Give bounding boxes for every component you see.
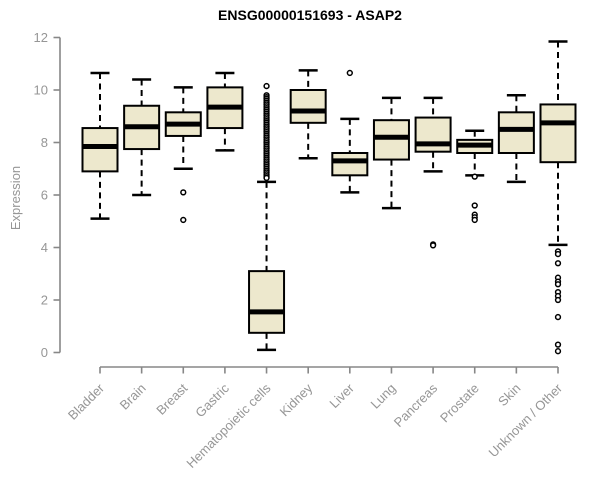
box-breast-outlier [180, 216, 187, 224]
box-kidney-iqr [289, 89, 327, 124]
y-tick-label: 0 [41, 345, 48, 360]
x-category-label-liver: Liver [326, 380, 357, 411]
chart-title: ENSG00000151693 - ASAP2 [218, 7, 402, 23]
x-category-label-skin: Skin [495, 381, 523, 409]
y-tick-label: 12 [34, 30, 48, 45]
box-unknown-other-outlier [554, 281, 562, 288]
box-liver-iqr [331, 152, 369, 177]
box-unknown-other-outlier [554, 341, 562, 348]
box-unknown-other-iqr [539, 103, 577, 164]
box-unknown-other-outlier [554, 296, 562, 304]
x-category-label-lung: Lung [368, 381, 399, 412]
y-tick-label: 8 [41, 135, 48, 150]
box-pancreas-outlier [429, 242, 437, 249]
box-prostate-outlier [471, 173, 478, 180]
x-category-label-breast: Breast [153, 380, 190, 417]
x-category-label-bladder: Bladder [65, 380, 108, 423]
box-skin-iqr [497, 111, 535, 154]
box-bladder-iqr [81, 127, 119, 173]
box-prostate-outlier [471, 202, 478, 209]
x-category-label-brain: Brain [117, 381, 149, 413]
box-hematopoietic-cells-outlier [263, 82, 270, 90]
box-breast-outlier [180, 189, 187, 196]
box-unknown-other-outlier [554, 250, 562, 258]
x-category-label-gastric: Gastric [192, 380, 232, 420]
box-hematopoietic-cells-iqr [248, 270, 286, 334]
box-unknown-other-outlier [554, 313, 562, 321]
box-prostate-outlier [471, 216, 478, 224]
x-category-label-unknown-other: Unknown / Other [486, 380, 566, 460]
box-hematopoietic-cells-outlier [263, 174, 270, 182]
box-pancreas-iqr [414, 116, 452, 153]
box-unknown-other-outlier [554, 348, 562, 355]
box-lung-iqr [372, 119, 410, 161]
y-tick-label: 4 [41, 240, 48, 255]
y-tick-label: 10 [34, 83, 48, 98]
x-category-label-pancreas: Pancreas [391, 380, 441, 430]
x-category-label-prostate: Prostate [437, 381, 482, 426]
box-unknown-other-outlier [554, 260, 562, 267]
box-liver-outlier [346, 69, 353, 77]
x-category-label-kidney: Kidney [277, 380, 316, 419]
y-tick-label: 2 [41, 293, 48, 308]
y-tick-label: 6 [41, 188, 48, 203]
